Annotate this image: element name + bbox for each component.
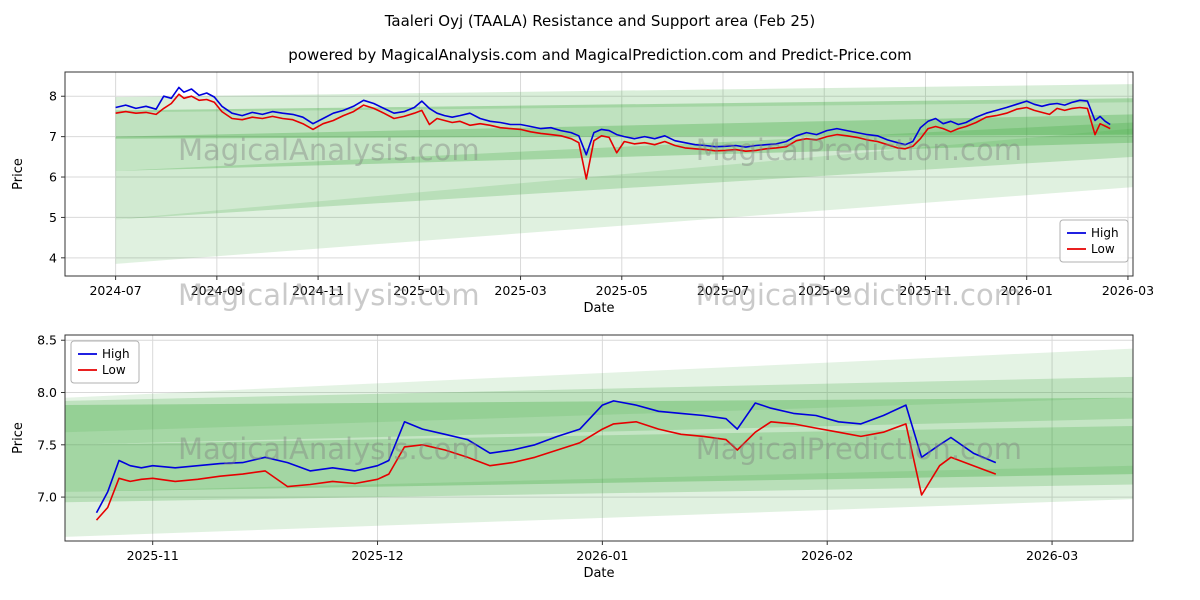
legend-box: [70, 340, 140, 384]
legend-label-low: Low: [1091, 242, 1115, 256]
high-line: [115, 86, 1111, 156]
chart-title: Taaleri Oyj (TAALA) Resistance and Suppo…: [384, 12, 816, 30]
legend-label-low: Low: [102, 363, 126, 377]
x-tick-label: 2026-03: [1102, 283, 1154, 298]
legend-label-high: High: [102, 347, 130, 361]
x-tick-label: 2025-01: [393, 283, 445, 298]
x-tick-label: 2026-01: [576, 548, 628, 563]
support-resistance-band: [65, 348, 1133, 433]
x-axis-label: Date: [583, 566, 614, 581]
y-tick-label: 7: [49, 129, 57, 144]
x-tick-label: 2024-11: [292, 283, 344, 298]
legend-label-high: High: [1091, 226, 1119, 240]
support-resistance-band: [115, 98, 1134, 139]
chart-2: 2025-11 2025-12 2026-01 2026-02 2026-03 7.0 7.…: [11, 333, 1134, 581]
y-tick-label: 5: [49, 210, 57, 225]
y-tick-label: 7.0: [37, 490, 57, 505]
x-axis-label: Date: [583, 301, 614, 316]
chart-1: 2024-07 2024-09 2024-11 2025-01 2025-03 2025-…: [11, 71, 1154, 316]
x-tick-label: 2025-09: [798, 283, 850, 298]
x-tick-label: 2025-05: [596, 283, 648, 298]
y-tick-label: 7.5: [37, 437, 57, 452]
x-tick-label: 2025-11: [127, 548, 179, 563]
x-tick-label: 2026-03: [1026, 548, 1078, 563]
y-axis-label: Price: [11, 158, 26, 190]
chart-subtitle: powered by MagicalAnalysis.com and Magic…: [288, 46, 912, 64]
legend-box: [1059, 219, 1129, 263]
high-line: [95, 400, 997, 514]
y-axis-label: Price: [11, 422, 26, 454]
y-tick-label: 4: [49, 250, 57, 265]
x-tick-label: 2025-07: [697, 283, 749, 298]
x-tick-label: 2025-12: [351, 548, 403, 563]
support-resistance-band: [115, 84, 1134, 113]
plot-border: [64, 71, 1134, 277]
x-tick-label: 2026-01: [1001, 283, 1053, 298]
x-tick-label: 2026-02: [801, 548, 853, 563]
legend: High Low: [1059, 219, 1129, 263]
x-tick-label: 2024-07: [89, 283, 141, 298]
support-resistance-band: [115, 122, 1134, 220]
plot-border: [64, 334, 1134, 542]
y-tick-label: 6: [49, 170, 57, 185]
y-tick-label: 8.0: [37, 385, 57, 400]
support-resistance-band: [115, 128, 1134, 264]
y-tick-label: 8.5: [37, 333, 57, 348]
support-resistance-band: [65, 425, 1133, 503]
x-tick-label: 2025-03: [494, 283, 546, 298]
y-tick-label: 8: [49, 89, 57, 104]
legend: High Low: [70, 340, 140, 384]
low-line: [95, 420, 997, 521]
low-line: [115, 93, 1111, 180]
x-tick-label: 2024-09: [191, 283, 243, 298]
support-resistance-band: [65, 376, 1133, 445]
support-resistance-band: [65, 465, 1133, 537]
x-tick-label: 2025-11: [899, 283, 951, 298]
